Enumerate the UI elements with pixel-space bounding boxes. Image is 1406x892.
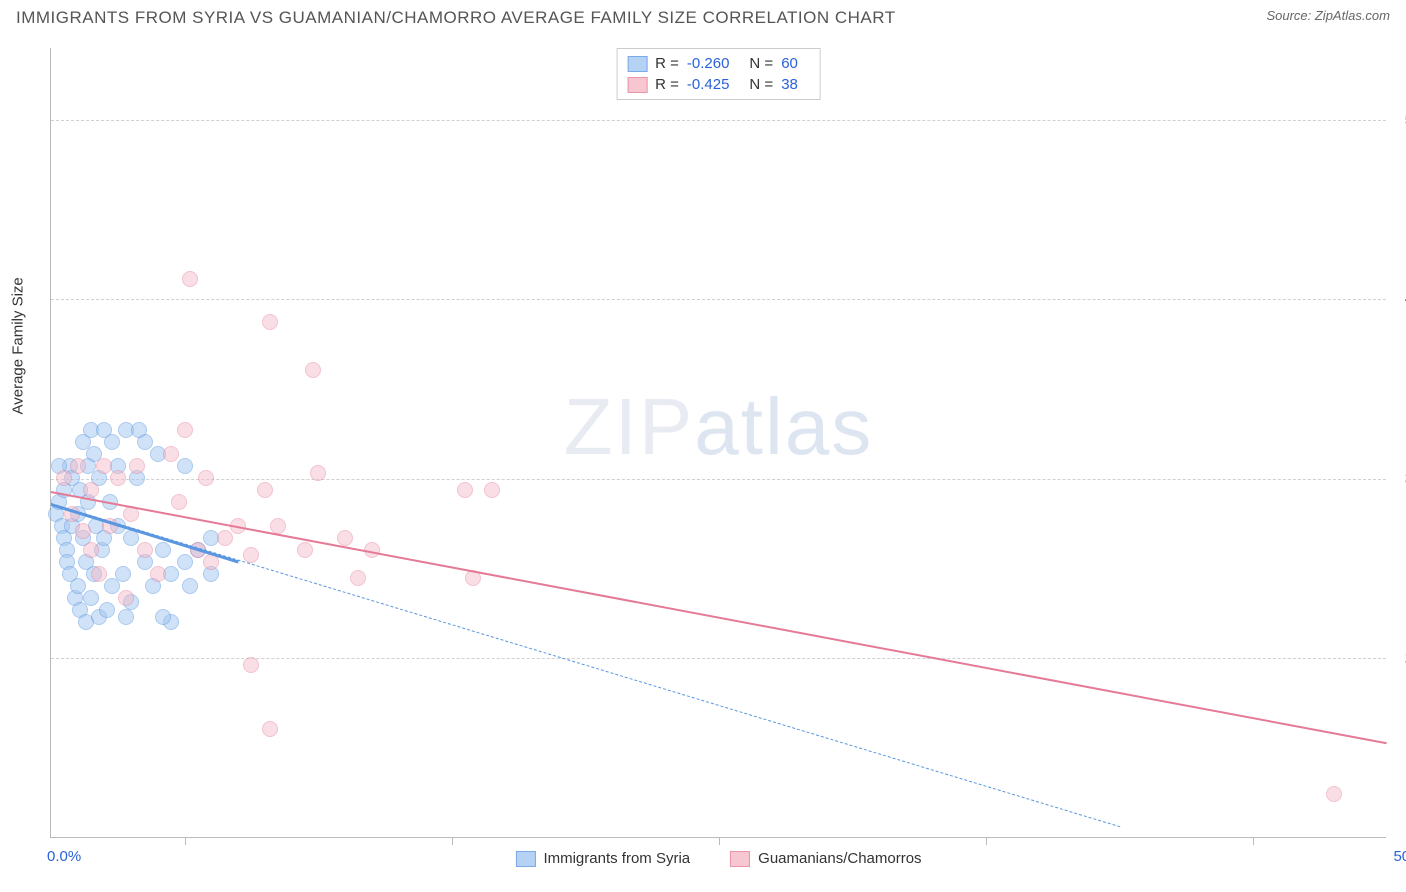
data-point [83,482,99,498]
data-point [305,362,321,378]
x-tick [986,837,987,845]
r-value: -0.425 [687,76,730,93]
x-tick [1253,837,1254,845]
data-point [484,482,500,498]
data-point [1326,786,1342,802]
y-tick-label: 2.75 [1390,650,1406,667]
watermark: ZIPatlas [564,381,873,473]
watermark-text-a: ZIP [564,382,694,471]
chart-title: IMMIGRANTS FROM SYRIA VS GUAMANIAN/CHAMO… [16,8,896,28]
data-point [70,578,86,594]
source-attribution: Source: ZipAtlas.com [1266,8,1390,23]
data-point [257,482,273,498]
y-tick-label: 3.50 [1390,470,1406,487]
data-point [182,271,198,287]
data-point [182,578,198,594]
data-point [91,566,107,582]
data-point [177,458,193,474]
data-point [83,590,99,606]
r-label: R = [655,76,679,93]
data-point [217,530,233,546]
n-label: N = [749,76,773,93]
gridline [51,479,1386,480]
data-point [56,470,72,486]
data-point [150,566,166,582]
data-point [243,657,259,673]
data-point [118,609,134,625]
legend-series: Immigrants from Syria Guamanians/Chamorro… [515,850,921,867]
legend-stats: R = -0.260 N = 60 R = -0.425 N = 38 [616,48,821,100]
data-point [155,542,171,558]
legend-swatch [730,851,750,867]
y-tick-label: 5.00 [1390,111,1406,128]
data-point [70,458,86,474]
n-value: 60 [781,55,798,72]
r-label: R = [655,55,679,72]
legend-swatch [515,851,535,867]
x-tick [719,837,720,845]
legend-stats-row: R = -0.425 N = 38 [627,74,810,95]
data-point [262,721,278,737]
n-value: 38 [781,76,798,93]
source-label: Source: [1266,8,1314,23]
data-point [129,458,145,474]
data-point [118,590,134,606]
data-point [457,482,473,498]
source-value: ZipAtlas.com [1315,8,1390,23]
data-point [270,518,286,534]
data-point [297,542,313,558]
data-point [337,530,353,546]
data-point [99,602,115,618]
x-tick [185,837,186,845]
data-point [262,314,278,330]
data-point [137,542,153,558]
chart-plot-area: ZIPatlas R = -0.260 N = 60 R = -0.425 N = 3… [50,48,1386,838]
legend-series-label: Immigrants from Syria [543,850,690,867]
data-point [83,542,99,558]
legend-swatch [627,56,647,72]
data-point [310,465,326,481]
legend-stats-row: R = -0.260 N = 60 [627,53,810,74]
r-value: -0.260 [687,55,730,72]
x-axis-min-label: 0.0% [47,848,81,865]
data-point [350,570,366,586]
gridline [51,120,1386,121]
y-tick-label: 4.25 [1390,291,1406,308]
data-point [177,554,193,570]
data-point [155,609,171,625]
legend-series-label: Guamanians/Chamorros [758,850,921,867]
data-point [75,523,91,539]
gridline [51,299,1386,300]
data-point [110,470,126,486]
x-axis-max-label: 50.0% [1393,848,1406,865]
data-point [115,566,131,582]
legend-swatch [627,77,647,93]
data-point [96,458,112,474]
legend-series-item: Guamanians/Chamorros [730,850,921,867]
data-point [198,470,214,486]
n-label: N = [749,55,773,72]
watermark-text-b: atlas [694,382,873,471]
legend-series-item: Immigrants from Syria [515,850,690,867]
data-point [243,547,259,563]
x-tick [452,837,453,845]
y-axis-label: Average Family Size [10,277,27,414]
data-point [104,434,120,450]
data-point [171,494,187,510]
data-point [131,422,147,438]
data-point [177,422,193,438]
data-point [163,446,179,462]
